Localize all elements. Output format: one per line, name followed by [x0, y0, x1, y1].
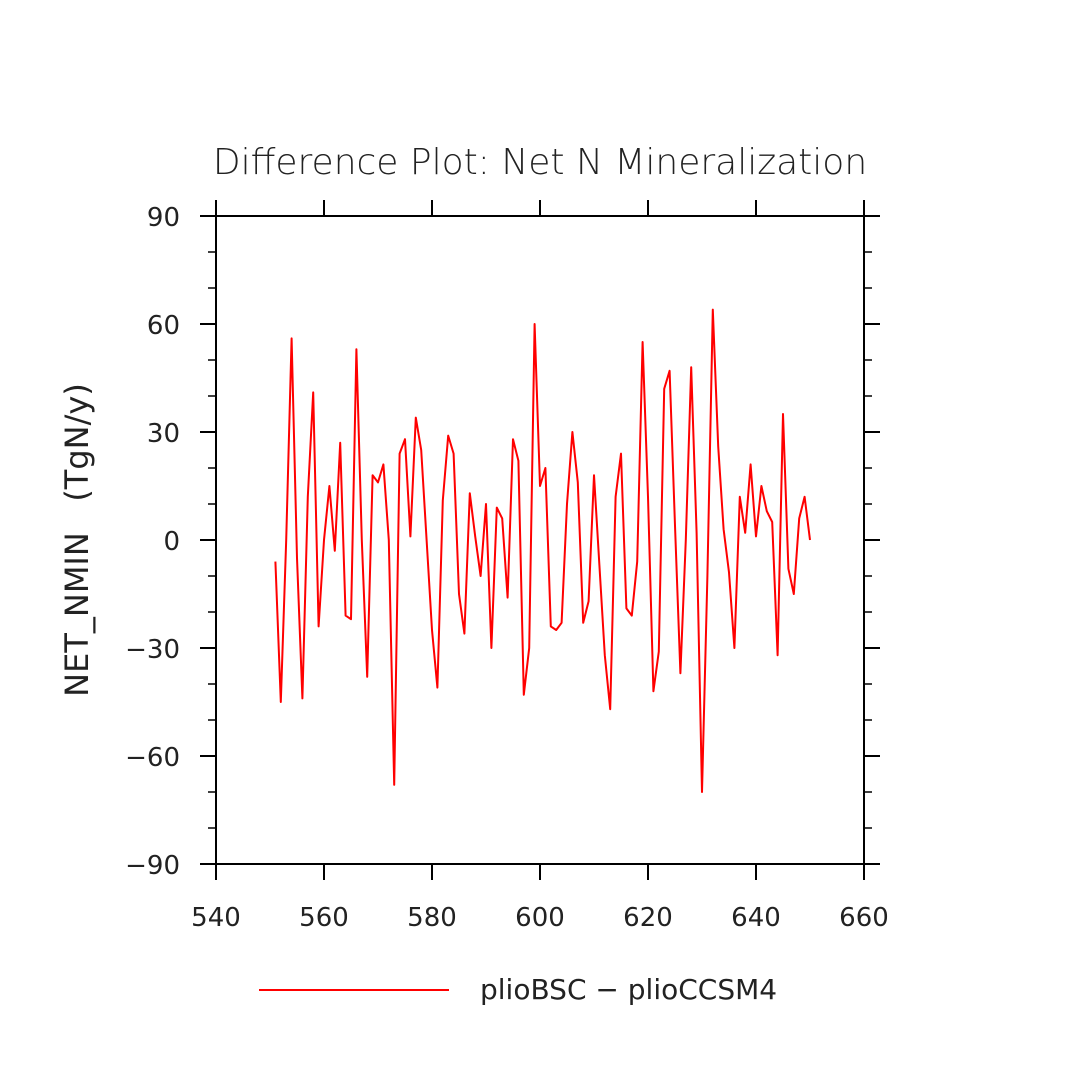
x-tick-label: 540	[191, 903, 241, 933]
y-tick-label: 60	[147, 311, 180, 341]
x-tick-labels: 540 560 580 600 620 640 660	[191, 903, 889, 933]
x-tick-label: 580	[407, 903, 457, 933]
axis-ticks	[200, 200, 880, 880]
legend-label: plioBSC − plioCCSM4	[480, 973, 777, 1006]
x-tick-label: 640	[731, 903, 781, 933]
y-tick-label: 0	[163, 527, 180, 557]
x-tick-label: 620	[623, 903, 673, 933]
plot-frame	[215, 215, 865, 865]
legend: plioBSC − plioCCSM4	[259, 973, 777, 1006]
y-tick-label: −30	[125, 635, 180, 665]
series-group	[274, 308, 811, 793]
y-axis-label: NET_NMIN (TgN/y)	[58, 383, 96, 697]
x-tick-label: 660	[839, 903, 889, 933]
y-tick-label: −90	[125, 851, 180, 881]
y-tick-labels: −90 −60 −30 0 30 60 90	[125, 203, 180, 881]
y-tick-label: 90	[147, 203, 180, 233]
x-tick-label: 560	[299, 903, 349, 933]
series-line-0	[274, 308, 811, 793]
y-tick-label: −60	[125, 743, 180, 773]
chart-title: Difference Plot: Net N Mineralization	[213, 142, 867, 183]
y-tick-label: 30	[147, 419, 180, 449]
x-tick-label: 600	[515, 903, 565, 933]
